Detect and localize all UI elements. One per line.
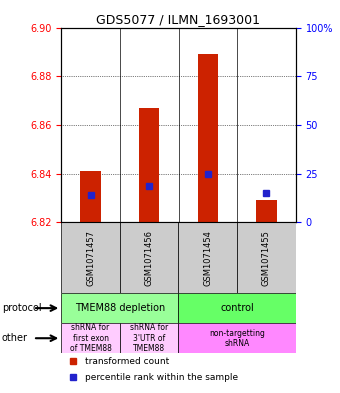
Text: non-targetting
shRNA: non-targetting shRNA (209, 329, 265, 348)
Title: GDS5077 / ILMN_1693001: GDS5077 / ILMN_1693001 (97, 13, 260, 26)
Bar (256, 200, 277, 222)
Text: GSM1071457: GSM1071457 (86, 230, 95, 286)
Text: TMEM88 depletion: TMEM88 depletion (75, 303, 165, 313)
FancyBboxPatch shape (120, 323, 178, 353)
Text: GSM1071455: GSM1071455 (262, 230, 271, 286)
FancyBboxPatch shape (61, 293, 178, 323)
Text: control: control (220, 303, 254, 313)
Text: percentile rank within the sample: percentile rank within the sample (85, 373, 238, 382)
Text: GSM1071456: GSM1071456 (145, 230, 154, 286)
Bar (139, 108, 159, 222)
FancyBboxPatch shape (61, 222, 120, 293)
Bar (80, 171, 101, 222)
Text: protocol: protocol (2, 303, 41, 313)
Text: shRNA for
first exon
of TMEM88: shRNA for first exon of TMEM88 (70, 323, 112, 353)
Bar (198, 54, 218, 222)
FancyBboxPatch shape (120, 222, 178, 293)
FancyBboxPatch shape (61, 323, 120, 353)
Text: other: other (2, 333, 28, 343)
FancyBboxPatch shape (237, 222, 296, 293)
Text: GSM1071454: GSM1071454 (203, 230, 212, 286)
Text: shRNA for
3'UTR of
TMEM88: shRNA for 3'UTR of TMEM88 (130, 323, 168, 353)
Text: transformed count: transformed count (85, 357, 169, 366)
FancyBboxPatch shape (178, 293, 296, 323)
FancyBboxPatch shape (178, 222, 237, 293)
FancyBboxPatch shape (178, 323, 296, 353)
